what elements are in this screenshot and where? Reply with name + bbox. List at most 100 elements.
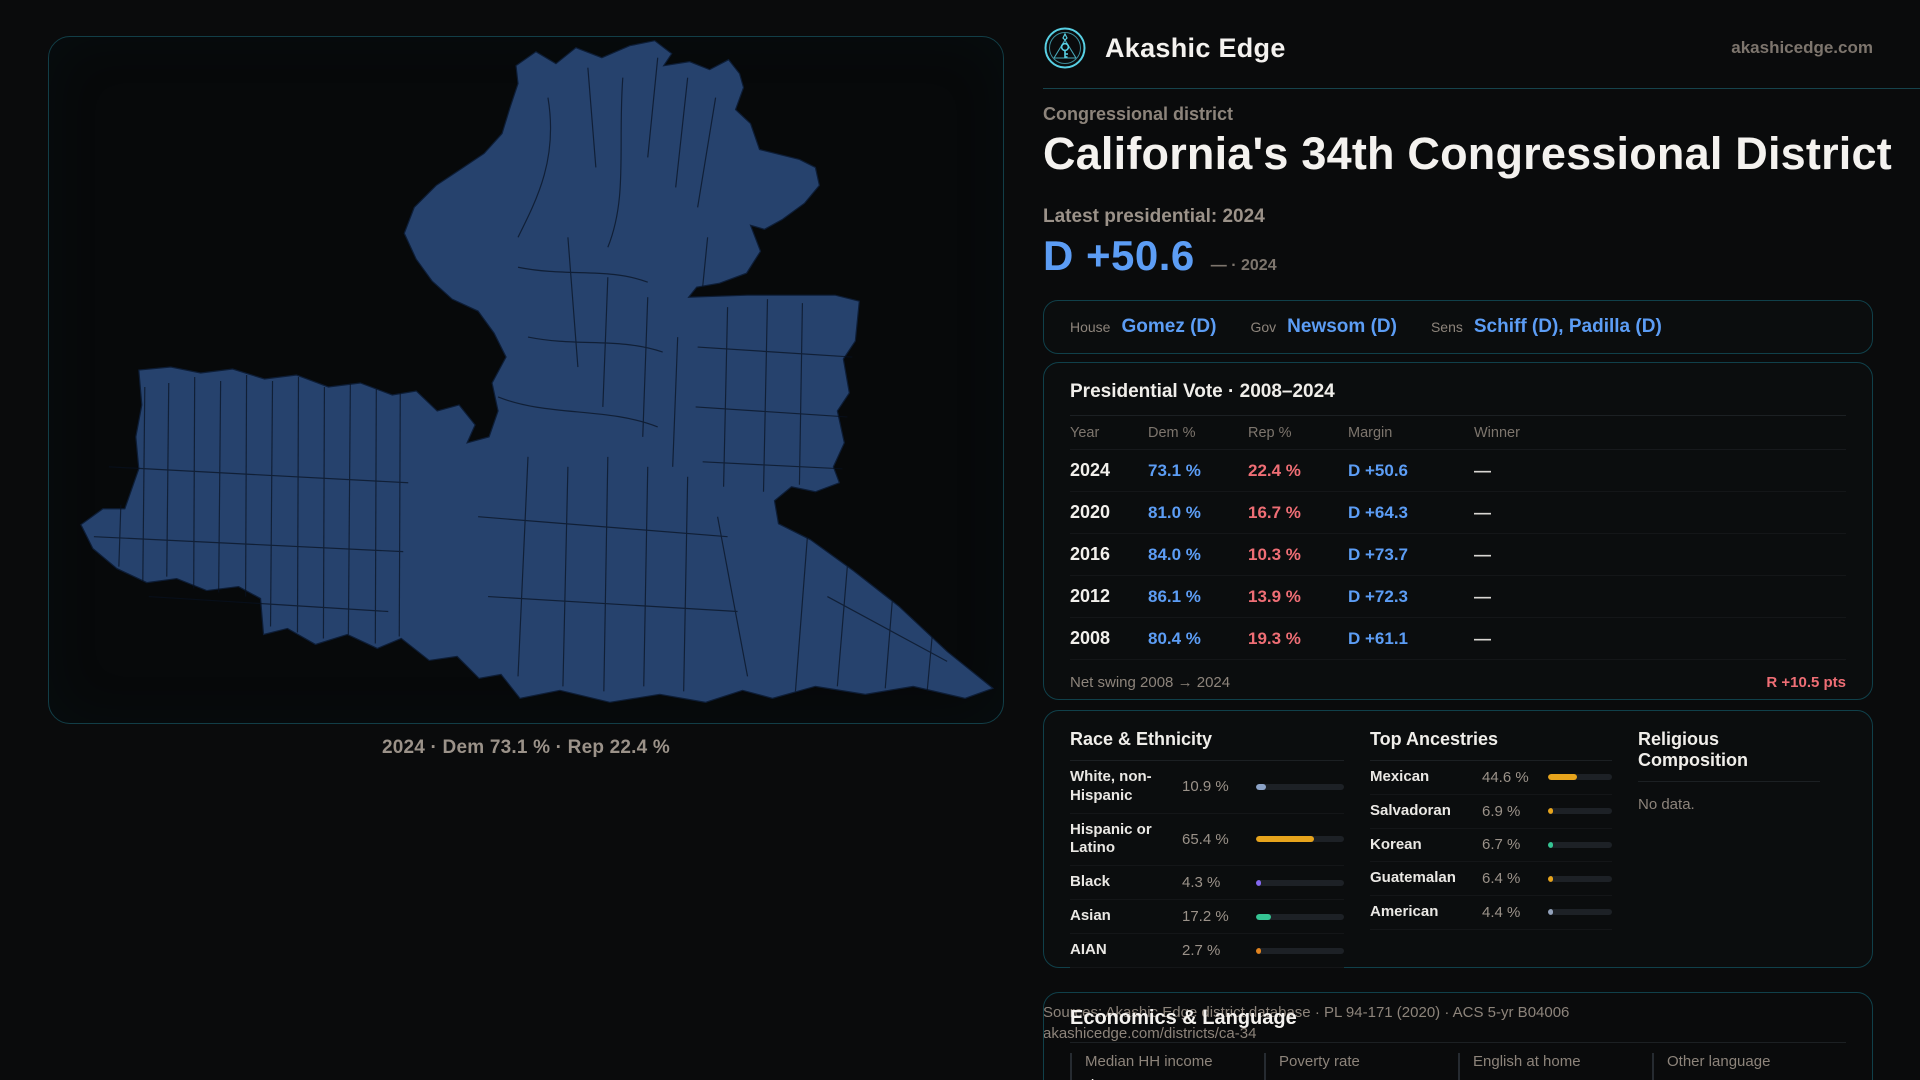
stat-bar-track: [1548, 875, 1612, 882]
presidential-vote-panel: Presidential Vote · 2008–2024 Year Dem %…: [1043, 362, 1873, 700]
stat-label: Black: [1070, 873, 1111, 891]
religious-composition-title: Religious Composition: [1638, 729, 1820, 782]
cell-rep-pct: 13.9 %: [1248, 586, 1301, 606]
cell-year: 2008: [1070, 628, 1111, 648]
map-caption: 2024 · Dem 73.1 % · Rep 22.4 %: [382, 737, 670, 758]
source-url: akashicedge.com/districts/ca-34: [1043, 1025, 1257, 1042]
economics-stat: Other language 71.4 %: [1652, 1053, 1846, 1080]
stat-value: 2.7 %: [1182, 942, 1221, 959]
top-ancestries-section: Top Ancestries Mexican 44.6 % Salvadoran 6.…: [1370, 729, 1638, 968]
stat-value: 17.2 %: [1182, 908, 1229, 925]
demographics-panel: Race & Ethnicity White, non-Hispanic 10.9…: [1043, 710, 1873, 968]
brand-domain-link[interactable]: akashicedge.com: [1731, 38, 1873, 57]
official-item: Gov Newsom (D): [1250, 316, 1396, 338]
stat-label: Salvadoran: [1370, 801, 1451, 819]
stat-row: White, non-Hispanic 10.9 %: [1070, 761, 1344, 814]
cell-winner: —: [1474, 544, 1491, 564]
economics-stat: Median HH income $67,050: [1070, 1053, 1264, 1080]
stat-bar-fill: [1256, 783, 1266, 790]
col-margin: Margin: [1348, 424, 1393, 441]
official-name-link[interactable]: Gomez (D): [1121, 316, 1217, 337]
precinct-boundaries: [93, 57, 948, 692]
col-year: Year: [1070, 424, 1100, 441]
stat-bar-track: [1548, 909, 1612, 916]
stat-bar-fill: [1256, 913, 1272, 920]
net-swing-value: R +10.5 pts: [1766, 673, 1846, 691]
stat-bar-track: [1256, 947, 1344, 954]
cell-dem-pct: 73.1 %: [1148, 460, 1201, 480]
site-header: Akashic Edge akashicedge.com: [1043, 26, 1873, 70]
stat-label: American: [1370, 903, 1439, 920]
economics-language-panel: Economics & Language Median HH income $67…: [1043, 992, 1873, 1080]
cell-dem-pct: 81.0 %: [1148, 502, 1201, 522]
stat-bar-track: [1256, 836, 1344, 843]
presidential-vote-title: Presidential Vote · 2008–2024: [1070, 381, 1846, 416]
official-office-label: Sens: [1430, 319, 1463, 335]
religion-empty-state: No data.: [1638, 796, 1695, 813]
brand-logo-icon: [1044, 27, 1086, 69]
cell-year: 2020: [1070, 502, 1111, 522]
official-name-link[interactable]: Schiff (D), Padilla (D): [1473, 316, 1662, 337]
stat-row: Guatemalan 6.4 %: [1370, 862, 1612, 896]
stat-row: American 4.4 %: [1370, 896, 1612, 930]
stat-bar-track: [1256, 913, 1344, 920]
stat-bar-track: [1548, 808, 1612, 815]
cell-winner: —: [1474, 460, 1491, 480]
cell-margin: D +72.3: [1348, 586, 1409, 606]
brand-name: Akashic Edge: [1105, 32, 1286, 63]
religious-composition-section: Religious Composition No data.: [1638, 729, 1846, 968]
district-shape[interactable]: [80, 40, 995, 703]
stat-value: 4.4 %: [1482, 903, 1521, 921]
presidential-row: 2016 84.0 % 10.3 % D +73.7 —: [1070, 534, 1846, 576]
stat-bar-fill: [1256, 879, 1261, 886]
cell-dem-pct: 86.1 %: [1148, 586, 1201, 606]
stat-bar-fill: [1548, 808, 1553, 815]
stat-value: 6.7 %: [1482, 836, 1521, 854]
hero-margin-note: — · 2024: [1210, 257, 1277, 274]
stat-label: Hispanic or Latino: [1070, 820, 1152, 857]
official-name-link[interactable]: Newsom (D): [1287, 316, 1397, 337]
col-winner: Winner: [1474, 424, 1520, 441]
stat-bar-fill: [1548, 841, 1553, 848]
economics-stat-value: 20.6 %: [1279, 1075, 1458, 1080]
stat-value: 6.4 %: [1482, 870, 1521, 888]
economics-stat-label: Other language: [1667, 1053, 1771, 1070]
economics-stat-value: $67,050: [1085, 1075, 1264, 1080]
race-ethnicity-title: Race & Ethnicity: [1070, 729, 1344, 761]
cell-dem-pct: 80.4 %: [1148, 628, 1201, 648]
cell-margin: D +50.6: [1348, 460, 1409, 480]
stat-label: Korean: [1370, 835, 1422, 853]
cell-rep-pct: 16.7 %: [1248, 502, 1301, 522]
hero-margin-block: D +50.6 — · 2024: [1043, 232, 1277, 280]
source-line: Sources: Akashic Edge district database …: [1043, 1004, 1570, 1021]
col-dem: Dem %: [1148, 424, 1196, 441]
page-kicker: Congressional district: [1043, 104, 1234, 124]
page-title: California's 34th Congressional District: [1043, 128, 1892, 179]
district-map-panel: [48, 36, 1004, 724]
presidential-row: 2012 86.1 % 13.9 % D +72.3 —: [1070, 576, 1846, 618]
stat-value: 6.9 %: [1482, 802, 1521, 820]
stat-value: 44.6 %: [1482, 768, 1529, 786]
presidential-row: 2020 81.0 % 16.7 % D +64.3 —: [1070, 492, 1846, 534]
stat-row: Korean 6.7 %: [1370, 829, 1612, 863]
cell-rep-pct: 19.3 %: [1248, 628, 1301, 648]
detail-column: Akashic Edge akashicedge.com Congression…: [1043, 0, 1920, 1080]
cell-winner: —: [1474, 628, 1491, 648]
stat-label: White, non-Hispanic: [1070, 768, 1152, 804]
economics-stat-label: Median HH income: [1085, 1053, 1213, 1070]
presidential-row: 2008 80.4 % 19.3 % D +61.1 —: [1070, 618, 1846, 660]
stat-bar-track: [1548, 841, 1612, 848]
stat-bar-track: [1256, 783, 1344, 790]
stat-label: Mexican: [1370, 768, 1430, 785]
race-ethnicity-section: Race & Ethnicity White, non-Hispanic 10.9…: [1070, 729, 1370, 968]
cell-rep-pct: 22.4 %: [1248, 460, 1301, 480]
stat-label: Asian: [1070, 907, 1111, 925]
economics-stat-label: English at home: [1473, 1053, 1581, 1070]
cell-year: 2024: [1070, 460, 1111, 480]
ancestry-rows: Mexican 44.6 % Salvadoran 6.9 % Korean 6.7 % G…: [1370, 761, 1612, 930]
net-swing-row: Net swing 2008 → 2024 R +10.5 pts: [1070, 660, 1846, 704]
officials-bar: House Gomez (D) Gov Newsom (D) Sens Schiff (D…: [1043, 300, 1873, 354]
stat-label: Guatemalan: [1370, 869, 1456, 887]
source-footer: Sources: Akashic Edge district database …: [1043, 1002, 1569, 1044]
presidential-table-body: 2024 73.1 % 22.4 % D +50.6 — 2020 81.0 % 16.7 %…: [1070, 450, 1846, 660]
